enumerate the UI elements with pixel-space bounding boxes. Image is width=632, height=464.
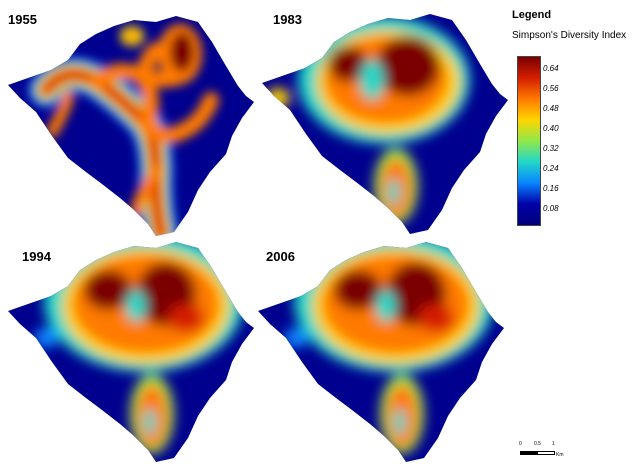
legend-tick: 0.56 (543, 84, 559, 93)
legend-tick: 0.16 (543, 184, 559, 193)
diversity-map-1994 (8, 242, 254, 462)
legend-tick: 0.40 (543, 124, 559, 133)
color-ramp (517, 56, 541, 226)
scale-bar-graphic (520, 451, 555, 455)
scale-label-0: 0 (519, 441, 522, 447)
scale-label-half: 0.5 (534, 441, 541, 447)
legend-tick: 0.48 (543, 104, 559, 113)
map-1955 (6, 12, 256, 237)
scale-label-1: 1 (552, 441, 555, 447)
diversity-map-2006 (258, 242, 504, 462)
legend-tick: 0.08 (543, 204, 559, 213)
year-label-2006: 2006 (266, 249, 295, 264)
year-label-1994: 1994 (22, 249, 51, 264)
legend-tick: 0.24 (543, 164, 559, 173)
map-1983 (260, 10, 510, 235)
scale-unit: Km (556, 452, 564, 458)
diversity-map-1955 (8, 16, 254, 236)
diversity-map-1983 (262, 14, 508, 234)
year-label-1955: 1955 (8, 12, 37, 27)
map-2006 (256, 238, 506, 463)
legend-tick: 0.64 (543, 64, 559, 73)
scale-bar: 0 0.5 1 Km (519, 441, 629, 461)
map-1994 (6, 238, 256, 463)
legend-tick: 0.32 (543, 144, 559, 153)
year-label-1983: 1983 (273, 12, 302, 27)
legend-title: Legend (512, 9, 552, 21)
legend-subtitle: Simpson's Diversity Index (512, 30, 627, 41)
